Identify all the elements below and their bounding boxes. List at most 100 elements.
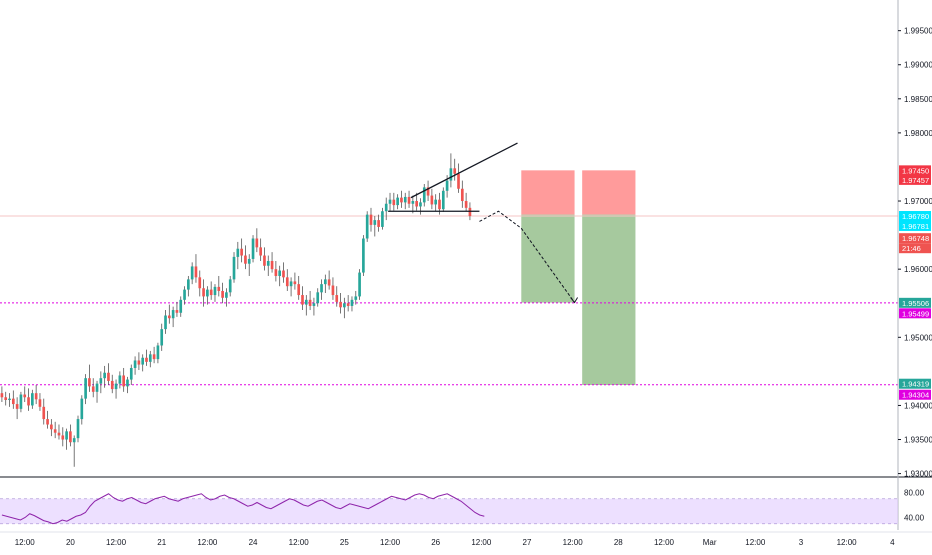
candle-body [320, 284, 323, 293]
x-tick-label: 12:00 [106, 538, 127, 547]
candle-body [141, 357, 145, 365]
y-tick-label: 1.96000 [904, 265, 932, 274]
candle-body [247, 258, 251, 264]
x-tick-label: 12:00 [197, 538, 218, 547]
x-tick-label: 4 [890, 538, 895, 547]
x-tick-label: Mar [703, 538, 717, 547]
candle-body [426, 187, 430, 196]
short-position-stop-zone [521, 170, 575, 215]
candle-body [312, 303, 316, 306]
candle-body [244, 255, 247, 264]
y-tick-label: 1.93500 [904, 436, 932, 445]
x-tick-label: 12:00 [563, 538, 584, 547]
candle-body [251, 238, 255, 259]
candle-body [179, 299, 183, 313]
rsi-y-tick-label: 80.00 [904, 489, 925, 498]
candle-body [27, 397, 30, 406]
price-tag [899, 243, 931, 254]
price-tag [899, 389, 931, 400]
candle-body [381, 211, 384, 227]
candle-body [42, 406, 46, 420]
price-tag [899, 297, 931, 308]
candle-body [38, 399, 42, 407]
candle-body [384, 203, 388, 212]
candle-body [103, 372, 106, 379]
candle-body [225, 292, 228, 298]
candle-body [19, 394, 23, 409]
candle-body [316, 292, 320, 304]
candle-body [4, 397, 8, 400]
candle-body [232, 256, 236, 280]
price-tag-label: 1.96748 [902, 234, 929, 243]
candle-body [80, 398, 84, 420]
candle-body [415, 201, 418, 207]
candle-body [160, 329, 164, 346]
x-tick-label: 12:00 [471, 538, 492, 547]
candle-body [403, 196, 407, 203]
candle-body [392, 199, 396, 206]
projection-path [479, 210, 575, 303]
candle-body [91, 386, 95, 392]
short-position-target-zone [521, 214, 575, 303]
projection-arrowhead [570, 297, 578, 304]
price-tag [899, 220, 931, 231]
candle-body [110, 380, 114, 390]
candle-body [411, 201, 415, 204]
candle-body [362, 238, 365, 273]
rsi-y-tick-label: 40.00 [904, 514, 925, 523]
price-tag [899, 174, 931, 185]
candle-body [346, 303, 350, 306]
candle-body [419, 202, 422, 207]
candle-body [350, 299, 354, 306]
y-tick-label: 1.94000 [904, 401, 932, 410]
candle-body [259, 247, 262, 256]
candle-body [133, 360, 137, 368]
price-tag [899, 233, 931, 244]
candle-body [293, 281, 297, 285]
x-tick-label: 20 [66, 538, 75, 547]
candle-body [84, 378, 87, 399]
candle-body [148, 354, 152, 362]
candle-body [190, 266, 194, 280]
candle-body [373, 220, 377, 225]
x-tick-label: 12:00 [654, 538, 675, 547]
short-position-target-zone [582, 214, 636, 386]
price-tag-label: 1.94304 [902, 391, 929, 400]
candle-body [438, 199, 441, 210]
candle-body [217, 286, 221, 291]
candle-body [396, 197, 399, 206]
candle-body [107, 372, 110, 381]
candle-body [304, 299, 308, 305]
candle-body [255, 238, 259, 248]
candle-body [236, 248, 240, 257]
candle-body [206, 289, 209, 297]
price-tag-label: 1.96780 [902, 212, 929, 221]
candle-body [274, 269, 278, 276]
candle-body [430, 195, 434, 205]
candle-body [270, 260, 274, 270]
y-tick-label: 1.93000 [904, 470, 932, 479]
candle-body [122, 375, 125, 387]
candle-body [95, 383, 99, 392]
price-tag-label: 1.97457 [902, 176, 929, 185]
candle-body [468, 207, 472, 217]
price-tag [899, 211, 931, 222]
candle-body [209, 289, 213, 296]
candle-body [164, 315, 167, 330]
price-tag-label: 1.96781 [902, 222, 929, 231]
candle-body [65, 431, 68, 440]
candle-body [129, 367, 133, 380]
candle-body [0, 393, 4, 398]
candle-body [171, 310, 175, 319]
x-tick-label: 3 [799, 538, 804, 547]
candle-body [50, 424, 53, 430]
candle-body [278, 270, 282, 276]
candle-body [464, 201, 468, 208]
candle-body [152, 354, 156, 360]
candle-body [266, 260, 270, 266]
candle-body [23, 394, 27, 398]
candle-body [175, 310, 179, 313]
x-tick-label: 25 [340, 538, 349, 547]
